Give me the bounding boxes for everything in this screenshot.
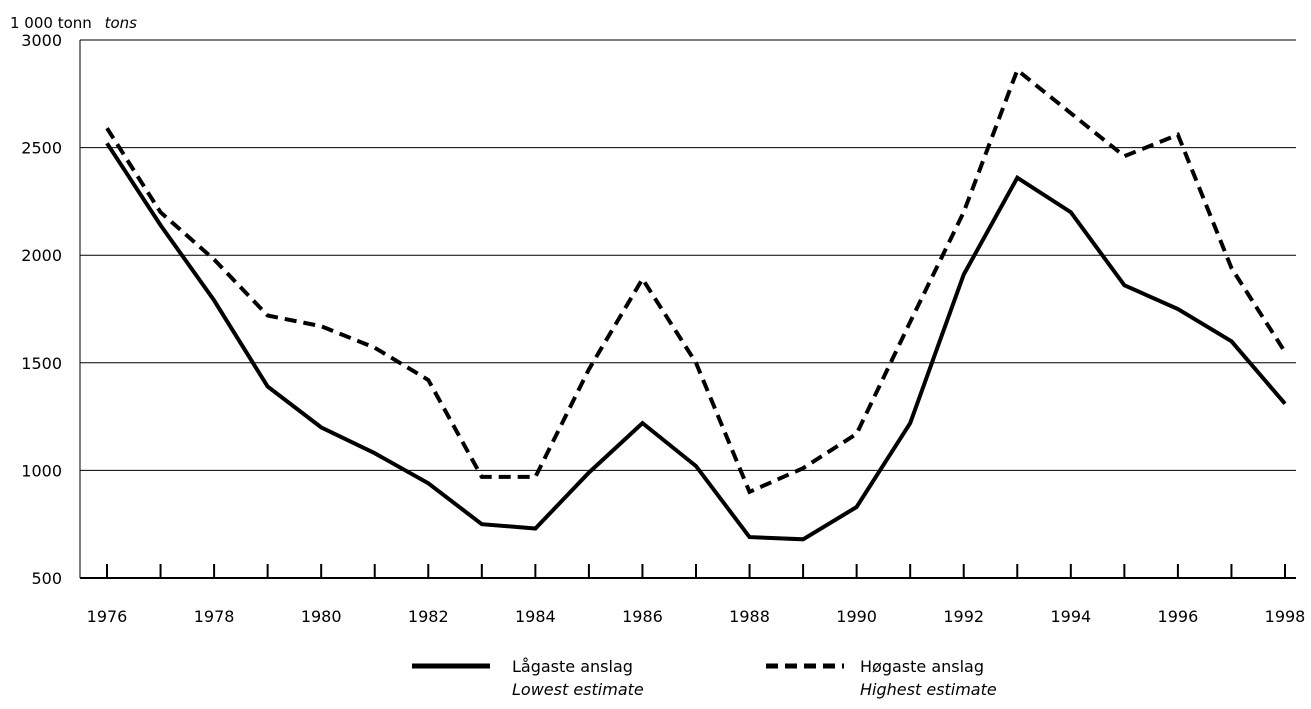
x-tick-label: 1980 (301, 607, 342, 626)
x-tick-label: 1986 (622, 607, 663, 626)
legend-item-lowest: Lågaste anslag Lowest estimate (412, 657, 644, 699)
legend-label-highest: Høgaste anslag (860, 657, 984, 676)
x-tick-label: 1982 (408, 607, 449, 626)
legend: Lågaste anslag Lowest estimate Høgaste a… (412, 657, 997, 699)
legend-sublabel-lowest: Lowest estimate (512, 680, 644, 699)
x-tick-label: 1990 (836, 607, 877, 626)
x-tick-label: 1992 (943, 607, 984, 626)
x-tick-label: 1994 (1050, 607, 1091, 626)
y-unit-label: 1 000 tonn tons (10, 14, 137, 32)
x-tick-label: 1998 (1265, 607, 1306, 626)
legend-item-highest: Høgaste anslag Highest estimate (766, 657, 997, 699)
y-unit-label-en: tons (105, 14, 138, 32)
y-tick-label: 1000 (21, 461, 62, 480)
axes (79, 39, 1296, 579)
y-tick-label: 3000 (21, 31, 62, 50)
x-tick-label: 1976 (87, 607, 128, 626)
series (105, 66, 1287, 542)
x-tick-label: 1996 (1158, 607, 1199, 626)
y-unit-label-no: 1 000 tonn (10, 14, 92, 32)
legend-sublabel-highest: Highest estimate (860, 680, 997, 699)
series-line-lowest (105, 142, 1287, 542)
y-tick-label: 500 (31, 569, 62, 588)
x-axis-ticks: 1976 1978 1980 1982 1984 1986 1988 1990 1992 1994… (87, 564, 1306, 626)
y-tick-label: 1500 (21, 354, 62, 373)
y-axis-ticks: 500 1000 1500 2000 2500 3000 (21, 31, 62, 588)
y-tick-label: 2500 (21, 139, 62, 158)
gridlines (80, 147, 1296, 471)
series-line-highest (105, 66, 1287, 495)
legend-label-lowest: Lågaste anslag (512, 657, 633, 676)
x-tick-label: 1984 (515, 607, 556, 626)
x-tick-label: 1978 (194, 607, 235, 626)
y-tick-label: 2000 (21, 246, 62, 265)
x-tick-label: 1988 (729, 607, 770, 626)
